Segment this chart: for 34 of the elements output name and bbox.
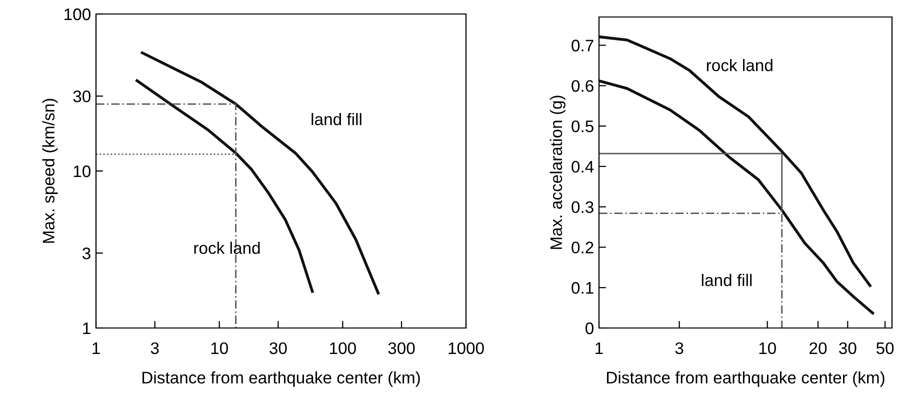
x-tick-label: 30: [270, 342, 287, 354]
y-tick-label: 30: [73, 90, 90, 102]
y-tick-label: 0.6: [572, 80, 594, 92]
x-tick-label: 100: [330, 342, 356, 354]
x-axis-title: Distance from earthquake center (km): [607, 371, 884, 387]
y-tick-label: 3: [82, 247, 90, 260]
x-tick-label: 3: [150, 342, 159, 354]
y-tick-label: 0: [586, 322, 594, 334]
annotation: land fill: [702, 274, 752, 286]
x-tick-label: 50: [876, 342, 894, 354]
x-axis-title: Distance from earthquake center (km): [142, 371, 420, 387]
y-tick-label: 0.3: [572, 201, 594, 214]
y-tick-label: 0.7: [572, 40, 594, 52]
y-tick-label: 0.2: [572, 242, 594, 254]
x-tick-label: 1: [596, 342, 603, 354]
x-tick-label: 20: [810, 342, 827, 354]
x-tick-label: 10: [759, 342, 776, 354]
x-tick-label: 300: [388, 342, 415, 354]
annotation: rock land: [706, 58, 772, 72]
y-axis-title: Max. speed (km/sn): [42, 98, 58, 243]
y-tick-label: 0.1: [572, 282, 594, 294]
x-tick-label: 3: [675, 342, 684, 354]
x-tick-label: 10: [211, 342, 228, 354]
annotation: rock land: [194, 242, 260, 254]
y-tick-label: 0.4: [572, 160, 594, 173]
x-tick-label: 1: [92, 342, 100, 354]
y-tick-label: 10: [74, 165, 90, 178]
y-tick-label: 100: [64, 8, 90, 20]
y-tick-label: 0.5: [572, 120, 594, 132]
y-axis-title: Max. accelaration (g): [550, 96, 566, 249]
x-tick-label: 30: [839, 342, 856, 354]
x-tick-label: 1000: [448, 342, 484, 354]
y-tick-label: 1: [83, 322, 90, 334]
annotation: land fill: [312, 112, 362, 126]
